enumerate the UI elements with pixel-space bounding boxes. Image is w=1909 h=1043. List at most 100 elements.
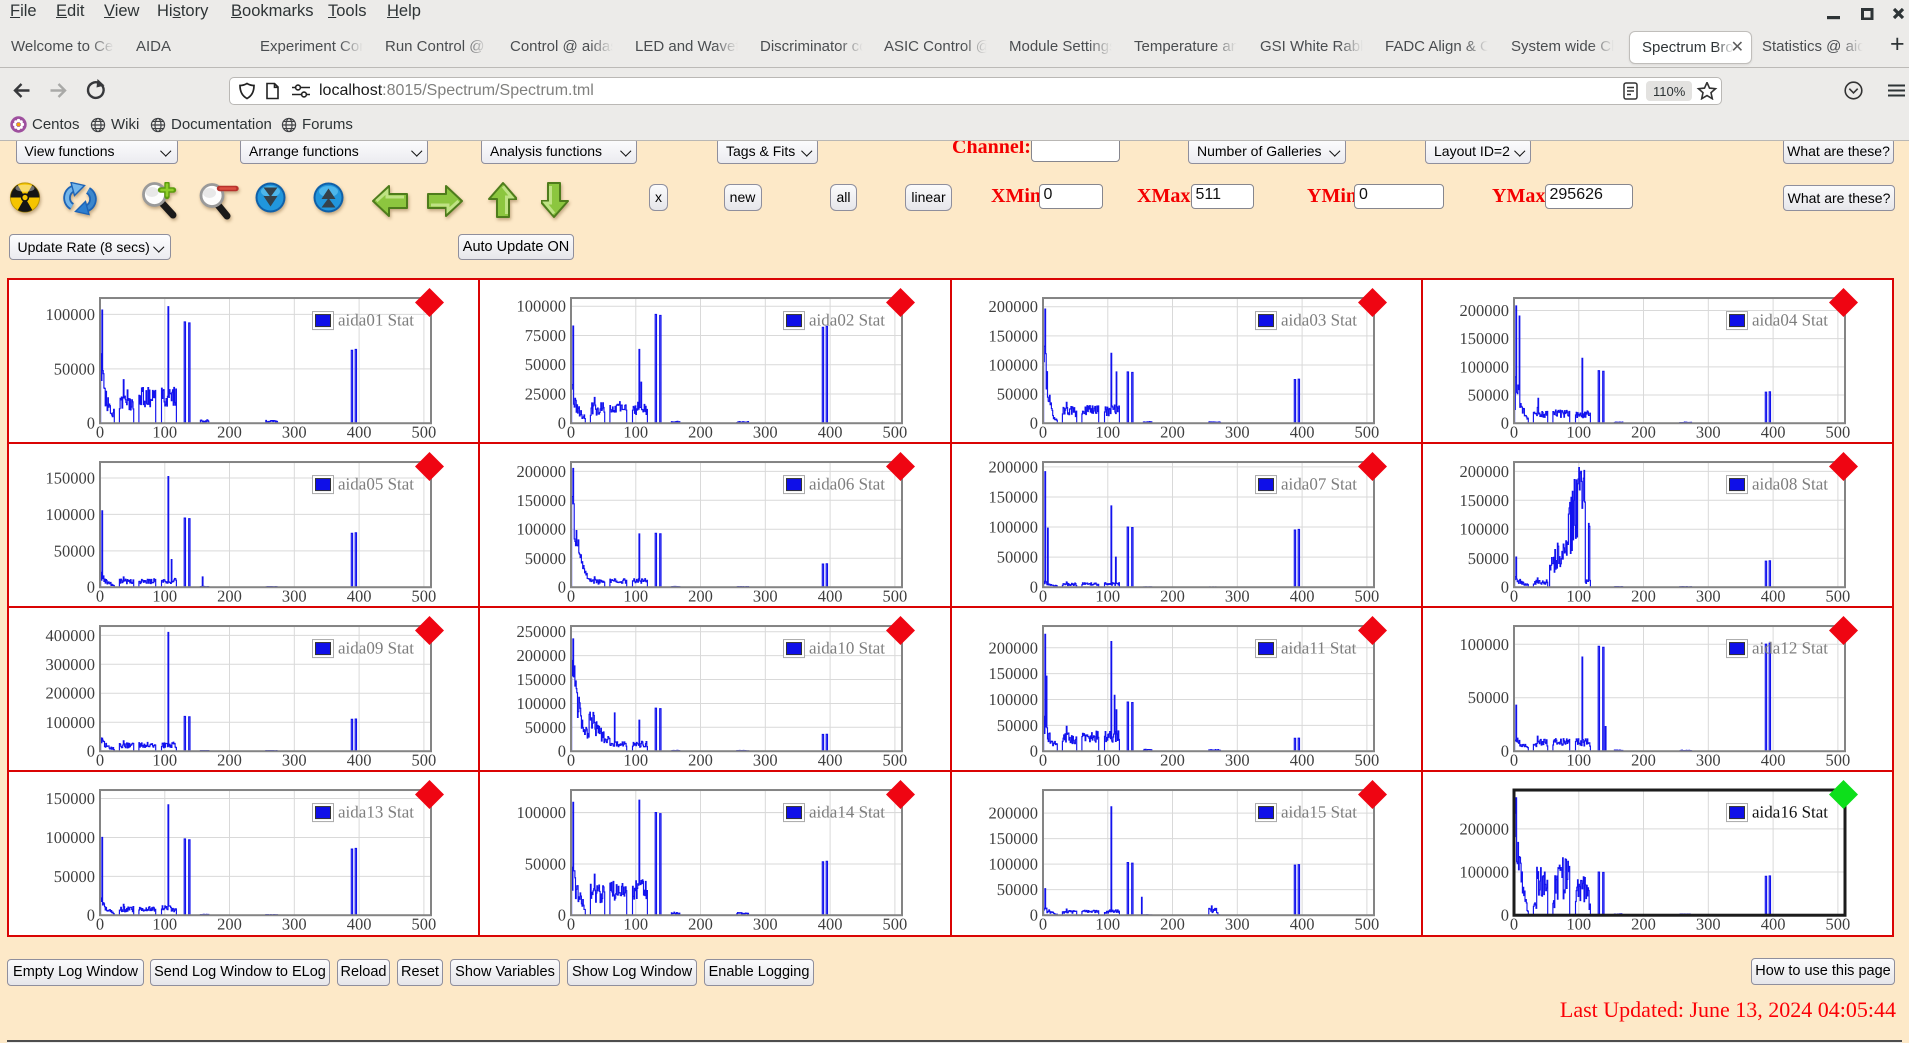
svg-text:100: 100	[1566, 915, 1591, 934]
svg-text:100: 100	[1566, 422, 1591, 441]
svg-text:100: 100	[1095, 422, 1120, 441]
svg-text:200: 200	[1160, 422, 1185, 441]
svg-text:50000: 50000	[1468, 385, 1509, 404]
svg-text:100: 100	[152, 915, 177, 934]
svg-text:200000: 200000	[988, 804, 1038, 823]
svg-text:100000: 100000	[517, 803, 567, 822]
svg-text:0: 0	[87, 413, 95, 432]
svg-text:200: 200	[1631, 915, 1656, 934]
svg-text:500: 500	[412, 586, 437, 605]
svg-text:0: 0	[1029, 577, 1037, 596]
svg-text:150000: 150000	[988, 326, 1038, 345]
svg-text:100000: 100000	[517, 694, 567, 713]
svg-text:0: 0	[87, 577, 95, 596]
svg-text:300: 300	[1696, 751, 1721, 770]
svg-text:0: 0	[558, 906, 566, 925]
svg-text:200: 200	[1160, 586, 1185, 605]
svg-text:500: 500	[1354, 586, 1379, 605]
svg-text:50000: 50000	[54, 359, 95, 378]
svg-text:0: 0	[1510, 586, 1518, 605]
svg-text:200: 200	[1160, 915, 1185, 934]
svg-text:200: 200	[1160, 751, 1185, 770]
svg-text:300: 300	[1224, 586, 1249, 605]
svg-text:50000: 50000	[1468, 549, 1509, 568]
svg-text:500: 500	[883, 586, 908, 605]
svg-text:300: 300	[1224, 422, 1249, 441]
svg-text:100000: 100000	[1459, 519, 1509, 538]
svg-text:500: 500	[883, 751, 908, 770]
svg-text:aida06 Stat: aida06 Stat	[809, 474, 885, 493]
svg-text:0: 0	[1029, 742, 1037, 761]
svg-text:500: 500	[412, 751, 437, 770]
svg-text:100: 100	[624, 422, 649, 441]
svg-text:0: 0	[96, 586, 104, 605]
svg-text:aida05 Stat: aida05 Stat	[338, 474, 414, 493]
svg-text:100: 100	[1566, 751, 1591, 770]
svg-text:400: 400	[1289, 751, 1314, 770]
svg-text:75000: 75000	[525, 325, 566, 344]
svg-text:50000: 50000	[525, 718, 566, 737]
svg-text:300: 300	[753, 751, 778, 770]
svg-text:0: 0	[1501, 577, 1509, 596]
svg-text:aida07 Stat: aida07 Stat	[1281, 474, 1357, 493]
svg-text:0: 0	[567, 751, 575, 770]
svg-text:aida15 Stat: aida15 Stat	[1281, 803, 1357, 822]
svg-text:400: 400	[818, 586, 843, 605]
svg-text:100: 100	[624, 586, 649, 605]
svg-text:50000: 50000	[525, 855, 566, 874]
svg-text:100: 100	[624, 751, 649, 770]
svg-text:300: 300	[282, 422, 307, 441]
svg-text:100: 100	[152, 586, 177, 605]
svg-text:500: 500	[883, 915, 908, 934]
svg-text:100: 100	[1095, 915, 1120, 934]
svg-text:25000: 25000	[525, 384, 566, 403]
svg-text:0: 0	[558, 413, 566, 432]
svg-text:500: 500	[1825, 586, 1850, 605]
svg-text:500: 500	[1825, 751, 1850, 770]
svg-text:500: 500	[412, 915, 437, 934]
svg-text:400: 400	[1289, 422, 1314, 441]
svg-text:aida10 Stat: aida10 Stat	[809, 639, 885, 658]
svg-text:500: 500	[412, 422, 437, 441]
svg-text:400: 400	[1289, 586, 1314, 605]
svg-text:0: 0	[96, 751, 104, 770]
svg-text:0: 0	[1029, 906, 1037, 925]
svg-text:200: 200	[688, 915, 713, 934]
svg-text:aida14 Stat: aida14 Stat	[809, 803, 885, 822]
svg-text:250000: 250000	[517, 622, 567, 641]
svg-text:50000: 50000	[1468, 688, 1509, 707]
svg-text:50000: 50000	[996, 880, 1037, 899]
svg-text:200000: 200000	[517, 462, 567, 481]
svg-text:50000: 50000	[996, 547, 1037, 566]
svg-text:400: 400	[347, 751, 372, 770]
svg-text:200: 200	[217, 915, 242, 934]
svg-text:100000: 100000	[988, 855, 1038, 874]
svg-text:200000: 200000	[988, 457, 1038, 476]
svg-text:100000: 100000	[46, 505, 96, 524]
svg-text:50000: 50000	[525, 355, 566, 374]
svg-text:0: 0	[96, 422, 104, 441]
svg-text:200: 200	[217, 751, 242, 770]
svg-text:aida04 Stat: aida04 Stat	[1752, 310, 1828, 329]
svg-text:200000: 200000	[517, 646, 567, 665]
svg-text:aida03 Stat: aida03 Stat	[1281, 310, 1357, 329]
svg-text:100000: 100000	[1459, 635, 1509, 654]
svg-text:150000: 150000	[517, 491, 567, 510]
svg-text:0: 0	[1029, 413, 1037, 432]
svg-text:200000: 200000	[46, 684, 96, 703]
svg-text:400: 400	[818, 751, 843, 770]
svg-text:aida12 Stat: aida12 Stat	[1752, 639, 1828, 658]
svg-text:400: 400	[1760, 422, 1785, 441]
svg-text:0: 0	[558, 577, 566, 596]
svg-text:200000: 200000	[988, 638, 1038, 657]
svg-text:0: 0	[567, 422, 575, 441]
svg-text:100: 100	[1095, 586, 1120, 605]
svg-text:aida01 Stat: aida01 Stat	[338, 310, 414, 329]
svg-text:300: 300	[1696, 586, 1721, 605]
svg-text:100000: 100000	[46, 828, 96, 847]
svg-text:300: 300	[282, 751, 307, 770]
svg-text:aida02 Stat: aida02 Stat	[809, 310, 885, 329]
svg-text:300: 300	[1224, 751, 1249, 770]
svg-text:500: 500	[1354, 751, 1379, 770]
svg-text:100000: 100000	[517, 296, 567, 315]
